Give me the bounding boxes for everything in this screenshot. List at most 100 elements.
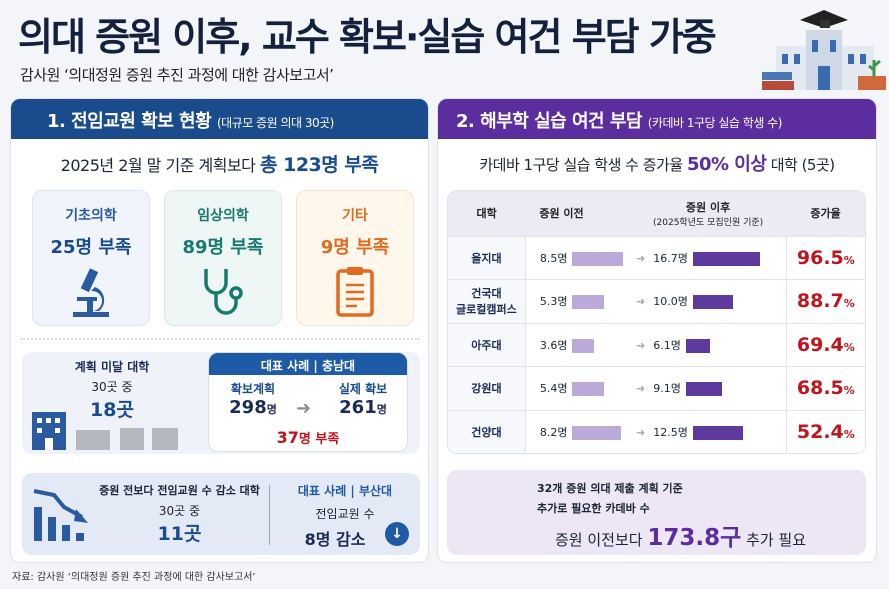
rate-unit: % <box>843 340 855 354</box>
before-cell: 8.2명 <box>525 410 630 453</box>
arrow-right-icon: ➜ <box>636 382 646 396</box>
divider <box>20 338 420 340</box>
unit: 명 <box>266 403 277 416</box>
univ-name: 건양대 <box>471 425 502 439</box>
decrease-of: 30곳 중 <box>158 504 201 518</box>
case1-actual: 실제 확보 261명 <box>318 380 408 418</box>
after-value: 12.5명 <box>653 425 688 439</box>
rate-unit: % <box>843 297 855 311</box>
before-value: 8.2명 <box>539 425 568 439</box>
table-row: 아주대 3.6명 ➜ 6.1명 69.4% <box>448 323 865 367</box>
decrease-label: 증원 전보다 전임교원 수 감소 대학 <box>99 484 260 497</box>
univ-cell: 강원대 <box>448 366 526 411</box>
decrease-value: 11곳 <box>157 523 202 545</box>
after-cell: ➜ 10.0명 <box>630 279 787 324</box>
univ-cell: 아주대 <box>448 323 526 367</box>
arrow-right-icon: ➜ <box>296 398 312 419</box>
buildings-icon <box>32 412 178 450</box>
note-suffix: 추가 필요 <box>746 531 807 549</box>
univ-name: 을지대 <box>471 251 502 265</box>
actual-value: 261 <box>339 397 377 418</box>
case2-value: 8명 감소 <box>304 530 366 549</box>
after-value: 10.0명 <box>653 295 688 309</box>
category-label: 임상의학 <box>197 208 249 224</box>
table-row: 강원대 5.4명 ➜ 9.1명 68.5% <box>448 366 865 411</box>
clipboard-icon <box>336 267 374 317</box>
rate-cell: 69.4% <box>785 323 865 367</box>
rate-value: 96.5 <box>796 246 844 269</box>
rate-unit: % <box>843 384 855 398</box>
before-value: 3.6명 <box>539 338 568 352</box>
arrow-right-icon: ➜ <box>636 338 646 352</box>
rate-unit: % <box>843 253 855 267</box>
before-bar <box>572 338 594 353</box>
down-arrow-icon: ↓ <box>385 522 409 546</box>
after-bar <box>692 425 743 440</box>
category-label: 기타 <box>342 208 368 224</box>
summary-prefix: 카데바 1구당 실습 학생 수 증가율 <box>479 156 683 174</box>
after-bar <box>692 251 760 266</box>
faculty-panel-note: (대규모 증원 의대 30곳) <box>216 116 334 130</box>
actual-label: 실제 확보 <box>338 382 388 396</box>
rate-cell: 52.4% <box>785 410 865 453</box>
faculty-panel-title: 1. 전임교원 확보 현황 <box>47 111 212 132</box>
before-value: 8.5명 <box>539 251 568 265</box>
arrow-right-icon: ➜ <box>636 295 646 309</box>
summary-highlight: 50% 이상 <box>686 154 767 175</box>
before-value: 5.4명 <box>539 382 568 396</box>
category-other: 기타 9명 부족 <box>296 190 414 326</box>
category-label: 기초의학 <box>65 208 117 224</box>
category-value: 25명 부족 <box>50 237 132 258</box>
after-value: 16.7명 <box>653 251 688 265</box>
univ-campus: 글로컬캠퍼스 <box>456 303 517 317</box>
note-line2: 추가로 필요한 카데바 수 <box>537 502 650 515</box>
shortfall-text: 명 부족 <box>298 432 340 447</box>
after-note: (2025학년도 모집인원 기준) <box>653 217 764 228</box>
case1-shortfall: 37명 부족 <box>208 428 408 447</box>
arrow-right-icon: ➜ <box>636 425 646 439</box>
unmet-label: 계획 미달 대학 <box>74 360 150 374</box>
after-cell: ➜ 12.5명 <box>630 410 787 453</box>
university-building-icon <box>762 10 886 90</box>
after-label: 증원 이후 <box>685 200 731 214</box>
category-basic: 기초의학 25명 부족 <box>32 190 150 326</box>
faculty-summary: 2025년 2월 말 기준 계획보다 총 123명 부족 <box>10 150 429 177</box>
microscope-icon <box>73 268 109 317</box>
cadaver-panel-title: 2. 해부학 실습 여건 부담 <box>456 111 642 132</box>
univ-name: 아주대 <box>471 338 502 352</box>
before-value: 5.3명 <box>539 295 568 309</box>
after-value: 9.1명 <box>653 382 681 396</box>
category-value: 9명 부족 <box>320 237 390 258</box>
category-clinical: 임상의학 89명 부족 <box>164 190 282 326</box>
col-header-before: 증원 이전 <box>525 191 630 237</box>
summary-prefix: 2025년 2월 말 기준 계획보다 <box>60 156 256 175</box>
note-result: 증원 이전보다 173.8구 추가 필요 <box>555 518 866 552</box>
shortfall-number: 37 <box>276 428 299 447</box>
col-header-univ: 대학 <box>448 191 526 237</box>
unmet-value: 18곳 <box>90 399 134 421</box>
after-bar <box>692 295 733 310</box>
arrow-right-icon: ➜ <box>636 251 646 265</box>
case1-header: 대표 사례 | 충남대 <box>209 353 407 375</box>
vertical-divider <box>269 485 270 545</box>
rate-unit: % <box>843 427 855 441</box>
faculty-panel-header: 1. 전임교원 확보 현황 (대규모 증원 의대 30곳) <box>11 99 428 139</box>
summary-highlight: 총 123명 부족 <box>260 154 379 176</box>
univ-cell: 을지대 <box>448 236 526 280</box>
after-value: 6.1명 <box>653 338 681 352</box>
note-highlight: 173.8구 <box>647 525 742 551</box>
unmet-of: 30곳 중 <box>91 380 133 394</box>
decrease-box <box>22 473 420 555</box>
table-row: 을지대 8.5명 ➜ 16.7명 96.5% <box>448 236 865 280</box>
univ-name: 건국대 <box>471 287 502 301</box>
before-bar <box>572 251 623 266</box>
source-note: 자료: 감사원 ‘의대정원 증원 추진 과정에 대한 감사보고서’ <box>12 572 256 583</box>
before-cell: 5.3명 <box>525 279 630 324</box>
page-title: 의대 증원 이후, 교수 확보·실습 여건 부담 가중 <box>18 15 717 59</box>
before-bar <box>572 425 621 440</box>
rate-value: 88.7 <box>796 290 844 313</box>
univ-name: 강원대 <box>471 382 502 396</box>
after-bar <box>685 382 723 397</box>
before-cell: 8.5명 <box>525 236 630 280</box>
